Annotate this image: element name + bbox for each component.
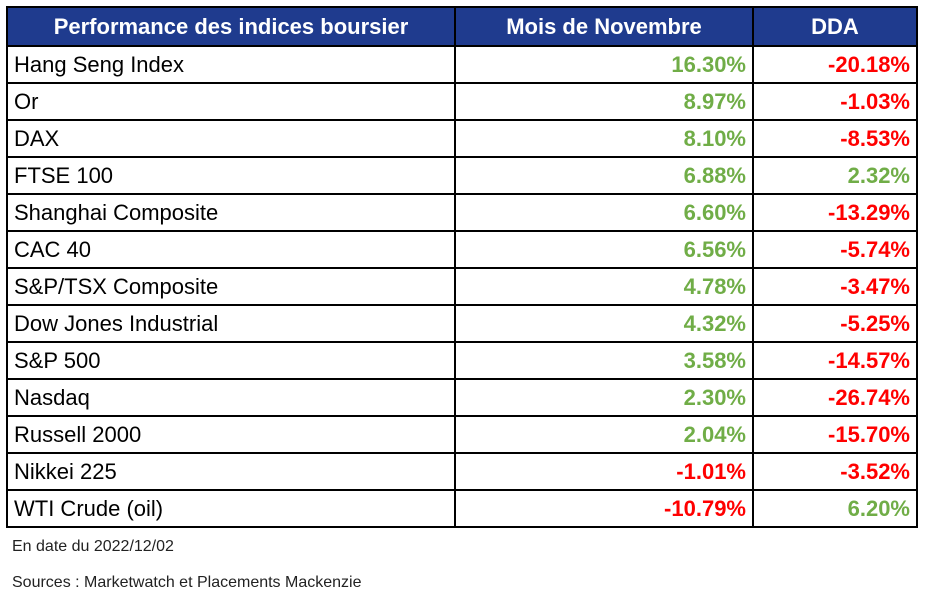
table-row: Hang Seng Index 16.30% -20.18% xyxy=(6,45,918,84)
ytd-value-cell: -5.74% xyxy=(752,230,918,269)
ytd-value-cell: -15.70% xyxy=(752,415,918,454)
index-name-cell: Nikkei 225 xyxy=(6,452,456,491)
month-value-cell: 4.78% xyxy=(454,267,754,306)
month-value-cell: -1.01% xyxy=(454,452,754,491)
index-name-cell: FTSE 100 xyxy=(6,156,456,195)
month-value-cell: 6.60% xyxy=(454,193,754,232)
ytd-value-cell: -8.53% xyxy=(752,119,918,158)
table-row: FTSE 100 6.88% 2.32% xyxy=(6,156,918,195)
ytd-value-cell: -1.03% xyxy=(752,82,918,121)
performance-table: Performance des indices boursier Mois de… xyxy=(6,6,918,528)
header-row: Performance des indices boursier Mois de… xyxy=(6,6,918,47)
ytd-value-cell: -20.18% xyxy=(752,45,918,84)
index-name-cell: Russell 2000 xyxy=(6,415,456,454)
table-row: Shanghai Composite 6.60% -13.29% xyxy=(6,193,918,232)
ytd-value-cell: 6.20% xyxy=(752,489,918,528)
month-value-cell: 16.30% xyxy=(454,45,754,84)
ytd-value-cell: -14.57% xyxy=(752,341,918,380)
table-body: Hang Seng Index 16.30% -20.18% Or 8.97% -1.03… xyxy=(6,45,918,528)
ytd-value-cell: -13.29% xyxy=(752,193,918,232)
month-value-cell: 6.88% xyxy=(454,156,754,195)
table-row: WTI Crude (oil) -10.79% 6.20% xyxy=(6,489,918,528)
ytd-value-cell: -3.52% xyxy=(752,452,918,491)
table-row: Or 8.97% -1.03% xyxy=(6,82,918,121)
table-row: DAX 8.10% -8.53% xyxy=(6,119,918,158)
index-name-cell: CAC 40 xyxy=(6,230,456,269)
table-row: Russell 2000 2.04% -15.70% xyxy=(6,415,918,454)
ytd-value-cell: -3.47% xyxy=(752,267,918,306)
index-name-cell: S&P/TSX Composite xyxy=(6,267,456,306)
header-ytd: DDA xyxy=(752,6,918,47)
index-name-cell: S&P 500 xyxy=(6,341,456,380)
index-name-cell: DAX xyxy=(6,119,456,158)
month-value-cell: 8.10% xyxy=(454,119,754,158)
table-row: S&P/TSX Composite 4.78% -3.47% xyxy=(6,267,918,306)
index-name-cell: Nasdaq xyxy=(6,378,456,417)
month-value-cell: 3.58% xyxy=(454,341,754,380)
index-name-cell: Dow Jones Industrial xyxy=(6,304,456,343)
month-value-cell: -10.79% xyxy=(454,489,754,528)
month-value-cell: 2.04% xyxy=(454,415,754,454)
header-month: Mois de Novembre xyxy=(454,6,754,47)
table-row: Nasdaq 2.30% -26.74% xyxy=(6,378,918,417)
footnote-sources: Sources : Marketwatch et Placements Mack… xyxy=(12,574,362,591)
header-index-name: Performance des indices boursier xyxy=(6,6,456,47)
ytd-value-cell: 2.32% xyxy=(752,156,918,195)
index-name-cell: WTI Crude (oil) xyxy=(6,489,456,528)
ytd-value-cell: -5.25% xyxy=(752,304,918,343)
table-row: Nikkei 225 -1.01% -3.52% xyxy=(6,452,918,491)
footnote-date: En date du 2022/12/02 xyxy=(12,538,174,555)
month-value-cell: 4.32% xyxy=(454,304,754,343)
table-row: S&P 500 3.58% -14.57% xyxy=(6,341,918,380)
month-value-cell: 8.97% xyxy=(454,82,754,121)
table-row: CAC 40 6.56% -5.74% xyxy=(6,230,918,269)
ytd-value-cell: -26.74% xyxy=(752,378,918,417)
index-name-cell: Or xyxy=(6,82,456,121)
month-value-cell: 6.56% xyxy=(454,230,754,269)
table-row: Dow Jones Industrial 4.32% -5.25% xyxy=(6,304,918,343)
index-name-cell: Shanghai Composite xyxy=(6,193,456,232)
month-value-cell: 2.30% xyxy=(454,378,754,417)
index-name-cell: Hang Seng Index xyxy=(6,45,456,84)
